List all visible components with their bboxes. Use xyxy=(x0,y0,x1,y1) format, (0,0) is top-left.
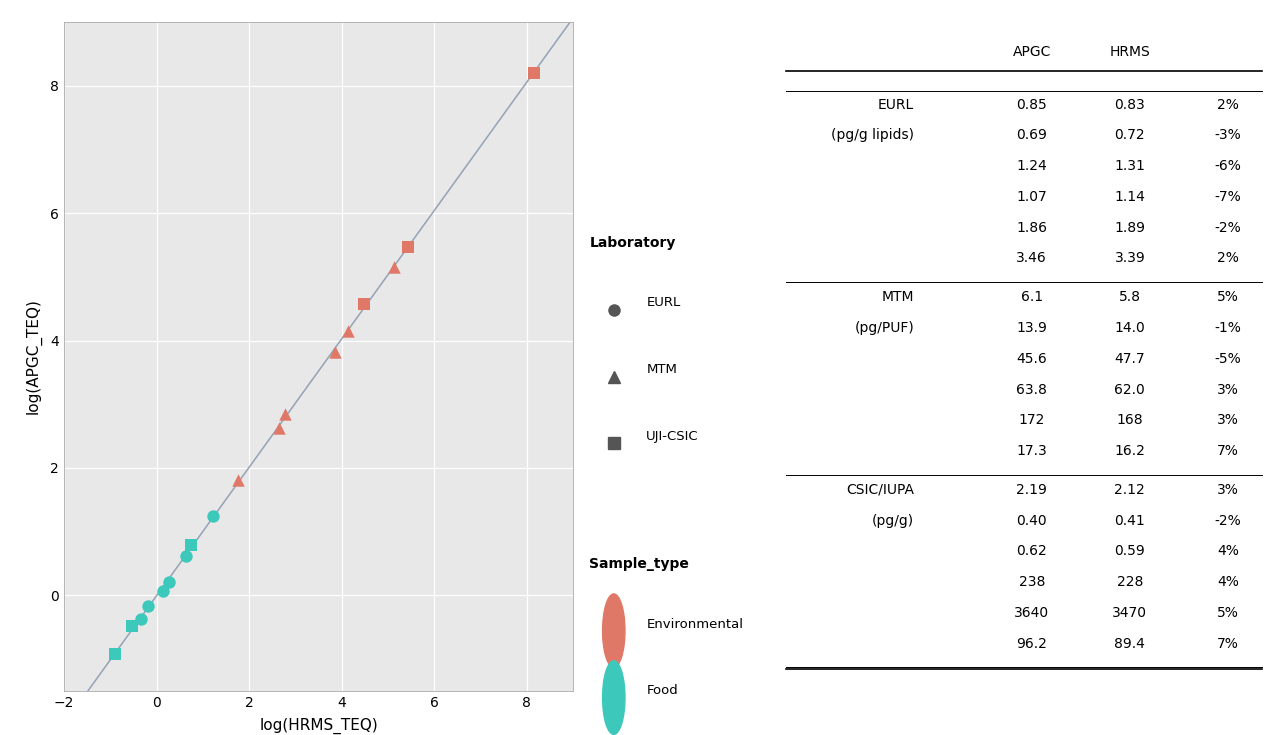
Text: 4%: 4% xyxy=(1217,576,1239,589)
Text: 0.40: 0.40 xyxy=(1016,514,1047,528)
Point xyxy=(384,262,404,273)
Text: 96.2: 96.2 xyxy=(1016,637,1047,650)
Text: 7%: 7% xyxy=(1217,637,1239,650)
Text: HRMS: HRMS xyxy=(1110,46,1151,60)
Text: Sample_type: Sample_type xyxy=(589,557,689,571)
Text: (pg/PUF): (pg/PUF) xyxy=(854,321,914,335)
Text: EURL: EURL xyxy=(878,98,914,112)
Text: 2%: 2% xyxy=(1217,98,1239,112)
Text: 62.0: 62.0 xyxy=(1115,382,1146,397)
Circle shape xyxy=(603,594,625,667)
Point xyxy=(269,422,289,434)
Point xyxy=(325,346,346,358)
Point xyxy=(122,620,142,631)
Text: 47.7: 47.7 xyxy=(1115,352,1146,366)
Text: 0.72: 0.72 xyxy=(1115,129,1146,143)
Point xyxy=(138,600,159,612)
Text: 1.89: 1.89 xyxy=(1115,220,1146,234)
Text: 3%: 3% xyxy=(1217,483,1239,497)
Text: 0.59: 0.59 xyxy=(1115,545,1146,559)
Text: 1.31: 1.31 xyxy=(1115,159,1146,173)
Y-axis label: log(APGC_TEQ): log(APGC_TEQ) xyxy=(26,298,42,415)
Text: 2.19: 2.19 xyxy=(1016,483,1047,497)
Text: 5.8: 5.8 xyxy=(1119,290,1140,304)
Text: 3%: 3% xyxy=(1217,413,1239,427)
Text: MTM: MTM xyxy=(646,363,677,376)
Text: 5%: 5% xyxy=(1217,606,1239,620)
Point xyxy=(152,585,173,597)
Text: -2%: -2% xyxy=(1215,220,1242,234)
Point xyxy=(228,474,248,486)
Point xyxy=(180,539,201,551)
Text: 3%: 3% xyxy=(1217,382,1239,397)
Text: 238: 238 xyxy=(1019,576,1044,589)
Text: UJI-CSIC: UJI-CSIC xyxy=(646,430,699,443)
Text: 7%: 7% xyxy=(1217,444,1239,458)
Text: 0.85: 0.85 xyxy=(1016,98,1047,112)
Text: 1.24: 1.24 xyxy=(1016,159,1047,173)
Text: 4%: 4% xyxy=(1217,545,1239,559)
Circle shape xyxy=(603,661,625,734)
Text: 89.4: 89.4 xyxy=(1115,637,1146,650)
Text: 168: 168 xyxy=(1116,413,1143,427)
Text: 14.0: 14.0 xyxy=(1115,321,1146,335)
Text: (pg/g): (pg/g) xyxy=(872,514,914,528)
Text: 0.62: 0.62 xyxy=(1016,545,1047,559)
Text: 17.3: 17.3 xyxy=(1016,444,1047,458)
Text: CSIC/IUPA: CSIC/IUPA xyxy=(846,483,914,497)
Point xyxy=(355,298,375,310)
Text: APGC: APGC xyxy=(1012,46,1051,60)
Text: Environmental: Environmental xyxy=(646,617,744,631)
Text: 45.6: 45.6 xyxy=(1016,352,1047,366)
Text: (pg/g lipids): (pg/g lipids) xyxy=(831,129,914,143)
Text: 228: 228 xyxy=(1116,576,1143,589)
Text: 3.46: 3.46 xyxy=(1016,251,1047,265)
Point xyxy=(202,510,223,522)
Text: 16.2: 16.2 xyxy=(1115,444,1146,458)
Text: MTM: MTM xyxy=(882,290,914,304)
Point xyxy=(275,408,296,420)
Text: 5%: 5% xyxy=(1217,290,1239,304)
Text: 1.86: 1.86 xyxy=(1016,220,1047,234)
Text: 1.14: 1.14 xyxy=(1115,190,1146,204)
Text: 3.39: 3.39 xyxy=(1115,251,1146,265)
Text: -7%: -7% xyxy=(1215,190,1242,204)
Point xyxy=(131,613,151,625)
Text: 2%: 2% xyxy=(1217,251,1239,265)
Text: 0.83: 0.83 xyxy=(1115,98,1146,112)
X-axis label: log(HRMS_TEQ): log(HRMS_TEQ) xyxy=(259,718,378,734)
Text: 1.07: 1.07 xyxy=(1016,190,1047,204)
Text: 63.8: 63.8 xyxy=(1016,382,1047,397)
Point xyxy=(175,550,196,562)
Point xyxy=(524,67,544,79)
Text: Food: Food xyxy=(646,684,678,698)
Text: 172: 172 xyxy=(1019,413,1044,427)
Text: Laboratory: Laboratory xyxy=(589,236,676,250)
Point xyxy=(338,325,358,337)
Text: 2.12: 2.12 xyxy=(1115,483,1146,497)
Text: EURL: EURL xyxy=(646,296,681,309)
Text: -6%: -6% xyxy=(1215,159,1242,173)
Text: 13.9: 13.9 xyxy=(1016,321,1047,335)
Text: 0.69: 0.69 xyxy=(1016,129,1047,143)
Text: -2%: -2% xyxy=(1215,514,1242,528)
Text: -3%: -3% xyxy=(1215,129,1242,143)
Text: -1%: -1% xyxy=(1215,321,1242,335)
Point xyxy=(398,241,419,253)
Text: 0.41: 0.41 xyxy=(1115,514,1146,528)
Text: 6.1: 6.1 xyxy=(1020,290,1043,304)
Point xyxy=(159,576,179,587)
Text: 3470: 3470 xyxy=(1112,606,1147,620)
Point xyxy=(105,648,125,659)
Text: 3640: 3640 xyxy=(1014,606,1050,620)
Text: -5%: -5% xyxy=(1215,352,1242,366)
